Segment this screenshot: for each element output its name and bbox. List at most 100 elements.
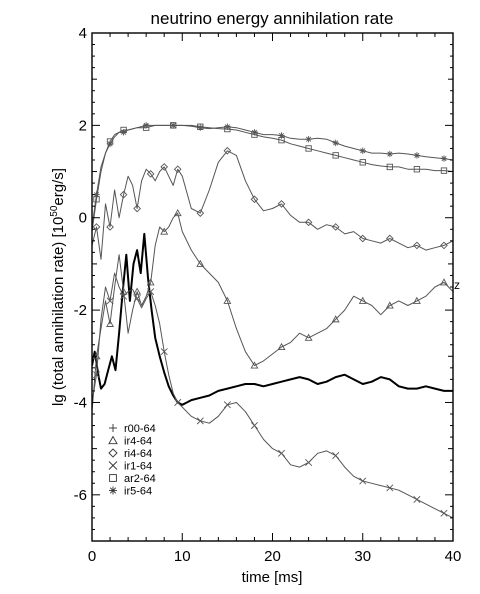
marker-asterisk <box>332 139 339 147</box>
x-tick-label: 0 <box>88 548 96 565</box>
marker-diamond <box>108 448 118 458</box>
legend-label: ri4-64 <box>124 448 152 460</box>
marker-asterisk <box>359 147 366 154</box>
right-edge-label: z <box>454 278 460 292</box>
x-tick-label: 10 <box>174 548 191 565</box>
marker-triangle <box>412 296 421 304</box>
marker-plus <box>109 424 117 432</box>
marker-diamond <box>385 234 394 243</box>
marker-triangle <box>250 361 259 369</box>
marker-asterisk <box>120 129 127 136</box>
marker-asterisk <box>413 152 421 159</box>
marker-diamond <box>440 241 448 250</box>
marker-diamond <box>250 195 259 204</box>
legend-label: ar2-64 <box>124 473 156 485</box>
marker-asterisk <box>251 129 258 136</box>
marker-x <box>106 297 114 305</box>
marker-diamond <box>146 170 155 178</box>
marker-asterisk <box>305 136 312 143</box>
legend-label: r00-64 <box>124 423 156 435</box>
y-axis-label-main: lg (total annihilation rate) [10 <box>50 217 67 406</box>
marker-square <box>359 159 366 166</box>
marker-x <box>174 398 182 406</box>
marker-x <box>108 461 118 470</box>
marker-asterisk <box>386 150 394 158</box>
marker-asterisk <box>109 486 117 495</box>
y-tick-label: 4 <box>79 25 87 42</box>
marker-diamond <box>92 223 101 231</box>
y-axis-label: lg (total annihilation rate) [1050erg/s] <box>49 168 67 406</box>
marker-triangle <box>223 296 232 304</box>
marker-diamond <box>304 218 313 227</box>
marker-diamond <box>106 223 114 231</box>
marker-triangle <box>119 287 128 295</box>
marker-x <box>92 371 101 379</box>
marker-diamond <box>133 204 141 213</box>
marker-x <box>278 449 286 457</box>
x-tick-label: 40 <box>445 548 462 565</box>
y-tick-label: 0 <box>79 210 87 227</box>
marker-triangle <box>304 333 313 341</box>
marker-triangle <box>440 278 448 286</box>
legend-label: ir1-64 <box>124 461 152 473</box>
marker-square <box>440 167 448 174</box>
series-line <box>92 124 453 232</box>
y-axis-label-exp: 50 <box>49 205 60 217</box>
marker-diamond <box>277 200 286 208</box>
marker-x <box>386 484 394 492</box>
marker-square <box>386 163 393 171</box>
marker-diamond <box>413 241 421 250</box>
series-ri4-64 <box>92 146 453 260</box>
marker-square <box>305 145 312 152</box>
marker-triangle <box>331 315 340 323</box>
marker-asterisk <box>106 140 114 148</box>
marker-triangle <box>146 278 155 286</box>
marker-triangle <box>277 342 286 351</box>
marker-diamond <box>173 165 182 174</box>
marker-x <box>120 292 128 300</box>
marker-diamond <box>119 190 128 199</box>
y-tick-label: 2 <box>79 117 87 134</box>
marker-diamond <box>223 146 232 155</box>
legend-label: ir5-64 <box>124 486 152 498</box>
chart-title: neutrino energy annihilation rate <box>151 9 394 28</box>
marker-asterisk <box>142 122 150 129</box>
marker-x <box>223 401 231 409</box>
marker-square <box>109 474 117 482</box>
series-ar2-64 <box>92 122 453 232</box>
series-line <box>92 212 453 412</box>
marker-triangle <box>358 296 367 304</box>
marker-asterisk <box>224 123 231 130</box>
marker-square <box>332 152 339 159</box>
series-line <box>92 124 453 228</box>
marker-diamond <box>358 234 367 243</box>
marker-x <box>196 417 204 425</box>
marker-asterisk <box>170 122 177 129</box>
marker-x <box>332 452 340 460</box>
marker-triangle <box>106 319 115 327</box>
series-ir5-64 <box>92 122 453 228</box>
series-line <box>92 232 453 406</box>
marker-square <box>413 166 421 173</box>
marker-triangle <box>385 301 394 309</box>
marker-asterisk <box>197 124 204 131</box>
series-ir1-64 <box>92 272 453 519</box>
marker-asterisk <box>278 132 285 139</box>
marker-asterisk <box>93 191 100 198</box>
marker-x <box>250 422 258 430</box>
marker-x <box>305 458 313 467</box>
series-r00-64 <box>92 232 453 406</box>
series-ir4-64 <box>92 208 453 412</box>
marker-triangle <box>108 435 118 445</box>
marker-x <box>413 495 421 503</box>
marker-x <box>359 477 367 485</box>
marker-triangle <box>196 259 205 267</box>
legend-label: ir4-64 <box>124 436 152 448</box>
marker-x <box>440 509 448 517</box>
marker-x <box>133 295 141 303</box>
marker-asterisk <box>440 155 448 162</box>
marker-diamond <box>160 163 169 171</box>
y-tick-label: -6 <box>74 487 87 504</box>
